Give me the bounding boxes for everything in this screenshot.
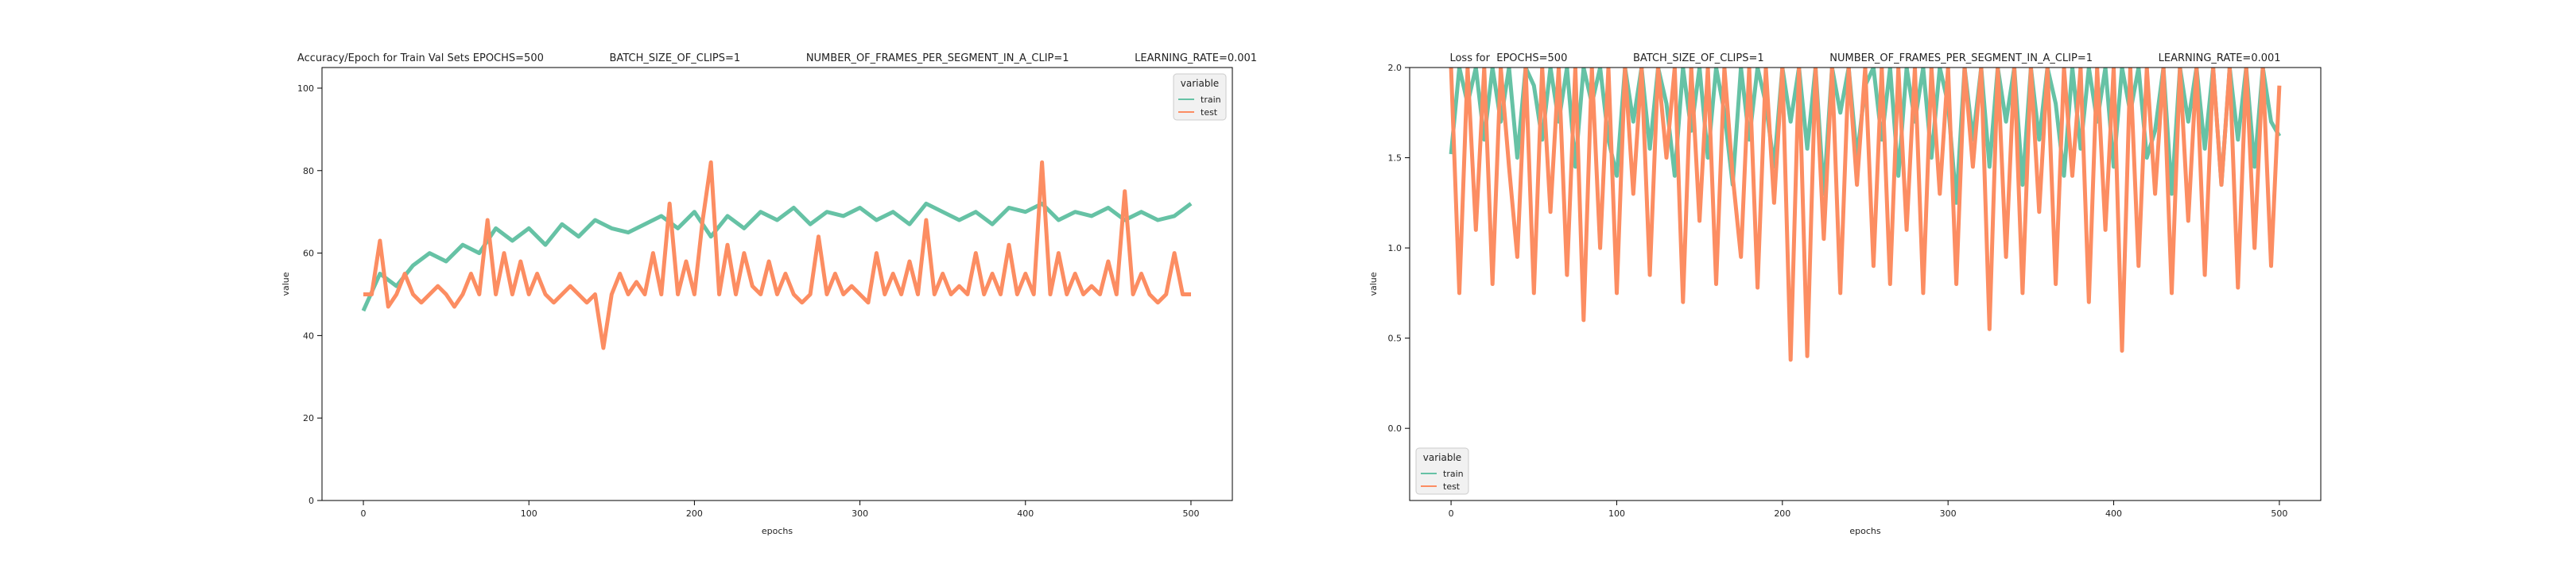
legend-box	[1173, 73, 1227, 121]
y-axis-label: value	[1368, 272, 1379, 296]
legend-box	[1415, 447, 1469, 495]
series-line-train	[361, 201, 1193, 312]
x-tick-label: 500	[2271, 508, 2287, 519]
y-tick-label: 2.0	[1388, 63, 1402, 73]
y-tick-label: 0	[308, 496, 314, 506]
x-tick-label: 100	[521, 508, 537, 519]
x-tick-label: 100	[1608, 508, 1625, 519]
axes-frame	[321, 67, 1233, 501]
plot-area	[361, 160, 1193, 350]
series-line-test	[1449, 68, 2282, 362]
legend-title: variable	[1423, 452, 1461, 463]
x-tick-label: 300	[1940, 508, 1957, 519]
chart-2: 0 100 200 300 400 500 0.0 0.5 1.0 1.5 2.0 epochs val…	[1368, 52, 2322, 536]
chart-title: Loss for EPOCHS=500 BATCH_SIZE_OF_CLIPS=…	[1449, 52, 2280, 64]
y-tick-label: 20	[303, 413, 314, 423]
x-axis-label: epochs	[762, 526, 793, 536]
y-tick-label: 80	[303, 166, 314, 176]
x-tick-label: 400	[1017, 508, 1034, 519]
x-tick-label: 400	[2105, 508, 2122, 519]
x-axis-label: epochs	[1849, 526, 1880, 536]
legend-label-test: test	[1201, 107, 1218, 118]
plot-area	[1449, 68, 2282, 362]
legend: variable train test	[1173, 73, 1227, 121]
x-tick-label: 500	[1182, 508, 1199, 519]
x-tick-label: 200	[686, 508, 703, 519]
chart-title: Accuracy/Epoch for Train Val Sets EPOCHS…	[297, 52, 1257, 64]
y-tick-label: 100	[297, 83, 314, 94]
y-tick-label: 0.5	[1388, 334, 1402, 344]
y-tick-label: 60	[303, 249, 314, 259]
legend-label-train: train	[1201, 95, 1221, 105]
legend-label-train: train	[1443, 469, 1464, 479]
series-line-test	[363, 160, 1191, 350]
x-tick-label: 200	[1774, 508, 1790, 519]
y-tick-label: 1.0	[1388, 243, 1402, 253]
legend-label-test: test	[1443, 481, 1461, 492]
axes-frame	[1409, 67, 2322, 501]
y-axis-label: value	[281, 272, 291, 296]
x-tick-label: 300	[852, 508, 868, 519]
y-tick-label: 40	[303, 330, 314, 341]
legend-title: variable	[1181, 78, 1219, 89]
y-tick-label: 1.5	[1388, 153, 1402, 164]
legend: variable train test	[1415, 447, 1469, 495]
x-tick-label: 0	[361, 508, 367, 519]
x-tick-label: 0	[1449, 508, 1454, 519]
y-tick-label: 0.0	[1388, 423, 1402, 434]
chart-1: 0 100 200 300 400 500 0 20 40 60 80 100 epochs value A…	[281, 52, 1257, 536]
